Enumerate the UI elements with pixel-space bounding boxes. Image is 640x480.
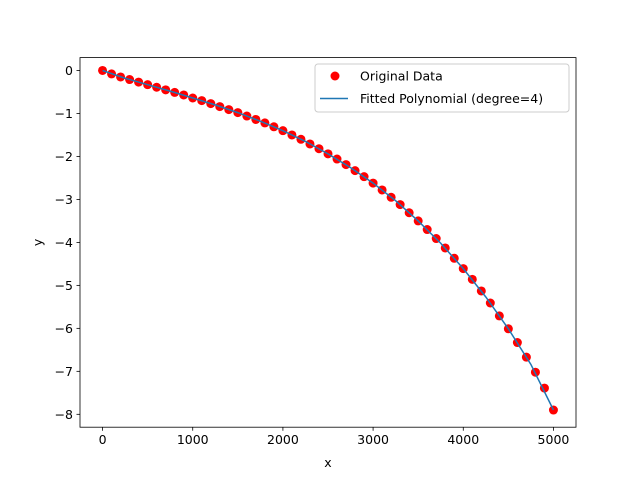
y-tick-label: −2 — [55, 149, 73, 164]
legend-label-fitted-polynomial: Fitted Polynomial (degree=4) — [360, 91, 543, 106]
x-axis-label: x — [324, 455, 331, 470]
x-tick-label: 3000 — [357, 432, 389, 447]
y-tick-label: −7 — [55, 364, 73, 379]
legend-label-original-data: Original Data — [360, 69, 443, 84]
y-tick-label: −5 — [55, 278, 73, 293]
y-tick-label: −4 — [55, 235, 73, 250]
legend-box — [314, 63, 570, 113]
y-tick-label: −6 — [55, 321, 73, 336]
legend: Original Data Fitted Polynomial (degree=… — [314, 63, 570, 113]
x-tick-label: 0 — [99, 432, 107, 447]
x-tick-label: 1000 — [177, 432, 209, 447]
data-point — [98, 65, 108, 75]
y-axis-label: y — [30, 238, 45, 246]
x-tick-label: 2000 — [267, 432, 299, 447]
y-tick-label: −8 — [55, 407, 73, 422]
plot-area — [98, 65, 558, 415]
legend-marker-original-data — [330, 71, 340, 81]
y-axis-ticks: 0 −1 −2 −3 −4 −5 −6 −7 −8 — [55, 63, 80, 422]
x-axis-ticks: 0 1000 2000 3000 4000 5000 — [99, 427, 570, 447]
x-tick-label: 4000 — [447, 432, 479, 447]
y-tick-label: −1 — [55, 106, 73, 121]
fitted-line — [102, 69, 555, 411]
y-tick-label: −3 — [55, 192, 73, 207]
data-point — [548, 405, 558, 415]
y-tick-label: 0 — [65, 63, 73, 78]
x-tick-label: 5000 — [538, 432, 570, 447]
